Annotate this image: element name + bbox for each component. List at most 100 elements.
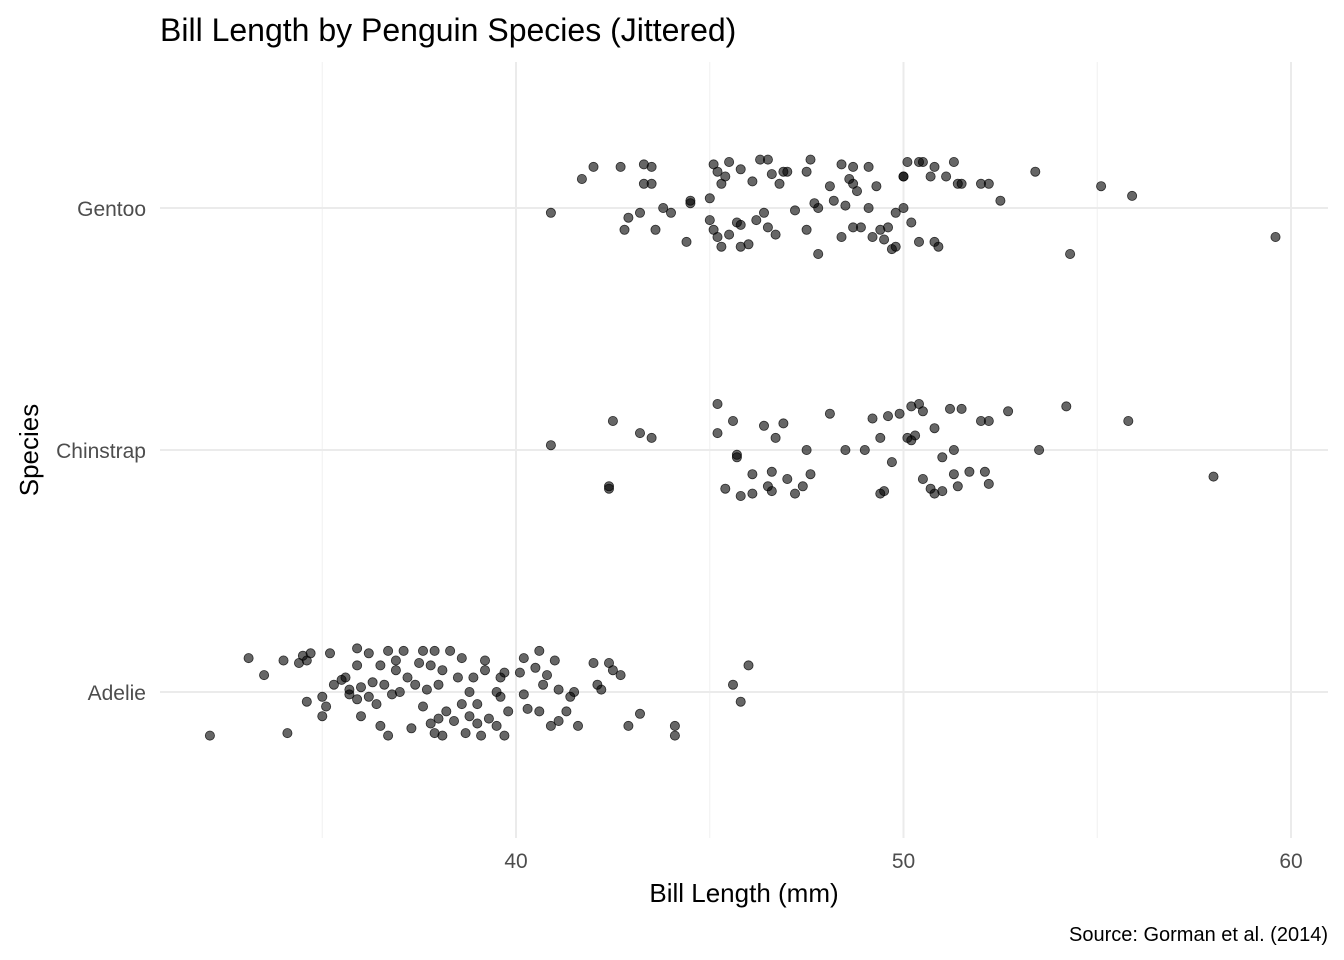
- data-point-adelie: [596, 684, 607, 695]
- data-point-adelie: [460, 728, 471, 739]
- data-point-adelie: [448, 716, 459, 727]
- data-point-adelie: [417, 645, 428, 656]
- data-point-adelie: [588, 658, 599, 669]
- data-point-adelie: [259, 670, 270, 681]
- data-point-gentoo: [774, 178, 785, 189]
- data-point-gentoo: [828, 195, 839, 206]
- data-point-adelie: [352, 643, 363, 654]
- data-point-adelie: [363, 691, 374, 702]
- data-point-gentoo: [852, 186, 863, 197]
- data-point-gentoo: [635, 207, 646, 218]
- data-point-adelie: [514, 667, 525, 678]
- chart-title: Bill Length by Penguin Species (Jittered…: [160, 12, 736, 48]
- data-point-adelie: [390, 655, 401, 666]
- data-point-chinstrap: [979, 466, 990, 477]
- data-point-gentoo: [956, 178, 967, 189]
- data-point-adelie: [445, 645, 456, 656]
- data-point-gentoo: [917, 156, 928, 167]
- data-point-gentoo: [836, 231, 847, 242]
- data-point-adelie: [728, 679, 739, 690]
- data-point-gentoo: [1127, 190, 1138, 201]
- data-point-chinstrap: [952, 481, 963, 492]
- data-point-gentoo: [576, 173, 587, 184]
- data-point-adelie: [623, 720, 634, 731]
- data-point-adelie: [355, 682, 366, 693]
- y-axis-title: Species: [14, 404, 44, 497]
- data-point-adelie: [402, 672, 413, 683]
- data-point-gentoo: [545, 207, 556, 218]
- data-point-adelie: [429, 645, 440, 656]
- data-point-gentoo: [685, 198, 696, 209]
- data-point-adelie: [375, 720, 386, 731]
- data-point-adelie: [317, 691, 328, 702]
- data-point-chinstrap: [805, 469, 816, 480]
- data-point-gentoo: [646, 178, 657, 189]
- data-point-adelie: [425, 718, 436, 729]
- data-point-gentoo: [914, 236, 925, 247]
- data-point-adelie: [472, 718, 483, 729]
- data-point-adelie: [352, 694, 363, 705]
- data-point-gentoo: [948, 156, 959, 167]
- data-point-adelie: [425, 660, 436, 671]
- data-point-adelie: [476, 730, 487, 741]
- data-point-gentoo: [658, 202, 669, 213]
- data-point-gentoo: [855, 222, 866, 233]
- data-point-gentoo: [890, 241, 901, 252]
- data-point-gentoo: [743, 239, 754, 250]
- data-point-gentoo: [902, 156, 913, 167]
- grid-lines: [160, 62, 1328, 838]
- data-point-adelie: [344, 689, 355, 700]
- data-point-gentoo: [929, 161, 940, 172]
- data-point-chinstrap: [797, 481, 808, 492]
- data-point-gentoo: [848, 161, 859, 172]
- data-point-gentoo: [925, 171, 936, 182]
- x-tick-label: 40: [504, 850, 527, 873]
- data-point-adelie: [204, 730, 215, 741]
- data-point-adelie: [569, 687, 580, 698]
- data-point-adelie: [421, 684, 432, 695]
- data-point-gentoo: [704, 215, 715, 226]
- data-point-gentoo: [712, 166, 723, 177]
- data-point-gentoo: [720, 171, 731, 182]
- data-point-chinstrap: [840, 444, 851, 455]
- data-point-gentoo: [615, 161, 626, 172]
- data-point-gentoo: [1065, 248, 1076, 259]
- data-point-chinstrap: [867, 413, 878, 424]
- data-point-adelie: [452, 672, 463, 683]
- data-point-chinstrap: [859, 444, 870, 455]
- data-point-adelie: [328, 679, 339, 690]
- data-point-gentoo: [898, 171, 909, 182]
- data-point-gentoo: [650, 224, 661, 235]
- data-point-chinstrap: [1034, 444, 1045, 455]
- data-point-gentoo: [1096, 181, 1107, 192]
- data-point-gentoo: [735, 164, 746, 175]
- data-point-adelie: [437, 665, 448, 676]
- data-point-adelie: [410, 679, 421, 690]
- data-point-adelie: [371, 699, 382, 710]
- data-point-adelie: [352, 660, 363, 671]
- data-point-adelie: [518, 653, 529, 664]
- data-point-adelie: [379, 679, 390, 690]
- data-point-adelie: [363, 648, 374, 659]
- data-point-adelie: [499, 730, 510, 741]
- data-points: [204, 154, 1281, 741]
- data-point-gentoo: [890, 207, 901, 218]
- data-point-chinstrap: [1208, 471, 1219, 482]
- data-point-adelie: [483, 713, 494, 724]
- data-point-adelie: [464, 687, 475, 698]
- data-point-gentoo: [747, 176, 758, 187]
- data-point-gentoo: [813, 248, 824, 259]
- data-point-chinstrap: [747, 488, 758, 499]
- data-point-chinstrap: [646, 432, 657, 443]
- data-point-chinstrap: [983, 415, 994, 426]
- data-point-adelie: [495, 691, 506, 702]
- data-point-chinstrap: [766, 486, 777, 497]
- data-point-adelie: [743, 660, 754, 671]
- data-point-adelie: [503, 706, 514, 717]
- x-axis-ticks: 40 50 60: [504, 850, 1302, 873]
- data-point-gentoo: [1270, 231, 1281, 242]
- data-point-gentoo: [782, 166, 793, 177]
- data-point-chinstrap: [1003, 406, 1014, 417]
- data-point-chinstrap: [956, 403, 967, 414]
- data-point-gentoo: [666, 207, 677, 218]
